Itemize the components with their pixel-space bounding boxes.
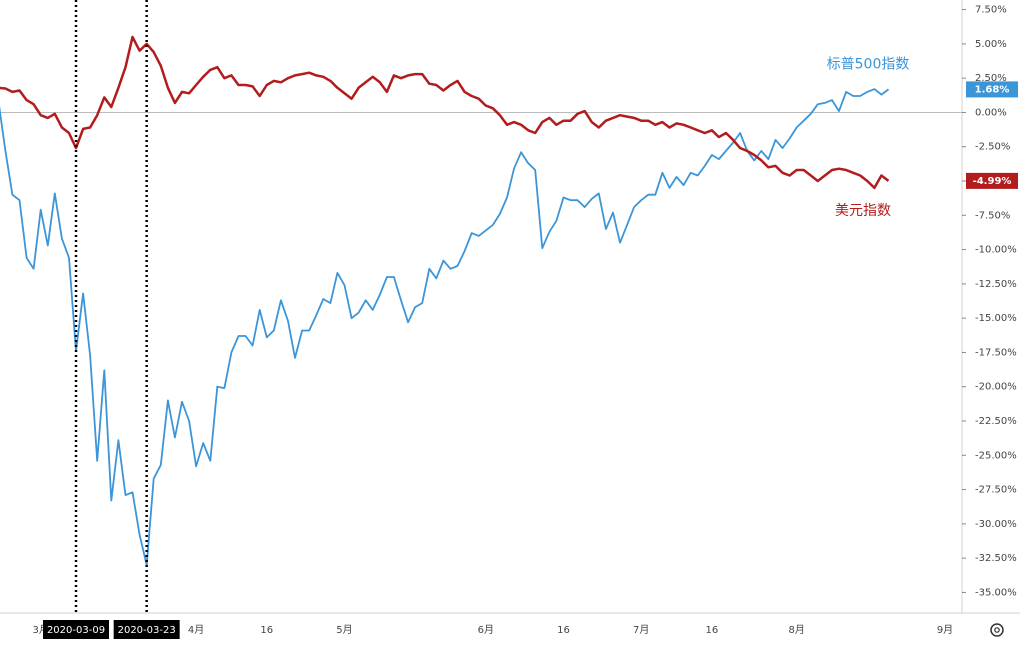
y-tick-label: -22.50% — [975, 416, 1017, 427]
x-tick-label: 6月 — [478, 624, 494, 636]
y-tick-label: -35.00% — [975, 587, 1017, 598]
series-line — [0, 35, 890, 190]
series-name: 标普500指数 — [827, 56, 910, 72]
x-tick-label: 16 — [557, 625, 570, 636]
settings-gear-center[interactable] — [994, 627, 1000, 633]
y-tick-label: -10.00% — [975, 245, 1017, 256]
y-tick-label: -30.00% — [975, 519, 1017, 530]
y-tick-label: -12.50% — [975, 279, 1017, 290]
y-tick-label: 7.50% — [975, 5, 1007, 16]
last-value-label: -4.99% — [973, 176, 1012, 187]
crosshair-label-bg — [113, 620, 180, 639]
settings-icon[interactable] — [990, 623, 1004, 637]
y-tick-label: -20.00% — [975, 382, 1017, 393]
last-value-bg — [966, 81, 1018, 98]
crosshair-label: 2020-03-23 — [118, 625, 176, 636]
series-line — [0, 88, 890, 566]
crosshair-label-bg — [43, 620, 110, 639]
series-name: 美元指数 — [835, 203, 891, 219]
x-tick-label: 9月 — [937, 624, 953, 636]
y-tick-label: -2.50% — [975, 142, 1010, 153]
x-tick-label: 7月 — [633, 624, 649, 636]
y-tick-label: 5.00% — [975, 39, 1007, 50]
y-tick-label: -15.00% — [975, 313, 1017, 324]
y-tick-label: -25.00% — [975, 450, 1017, 461]
crosshair-label: 2020-03-09 — [47, 625, 105, 636]
y-tick-label: -27.50% — [975, 485, 1017, 496]
y-tick-label: 2.50% — [975, 73, 1007, 84]
x-tick-label: 8月 — [788, 624, 804, 636]
y-tick-label: -7.50% — [975, 210, 1010, 221]
x-tick-label: 5月 — [336, 624, 352, 636]
x-tick-label: 16 — [260, 625, 273, 636]
settings-gear[interactable] — [990, 623, 1004, 637]
x-tick-label: 4月 — [188, 624, 204, 636]
y-tick-label: -17.50% — [975, 347, 1017, 358]
last-value-bg — [966, 172, 1018, 189]
y-tick-label: -32.50% — [975, 553, 1017, 564]
y-tick-label: 0.00% — [975, 107, 1007, 118]
x-tick-label: 16 — [705, 625, 718, 636]
last-value-label: 1.68% — [975, 84, 1010, 95]
